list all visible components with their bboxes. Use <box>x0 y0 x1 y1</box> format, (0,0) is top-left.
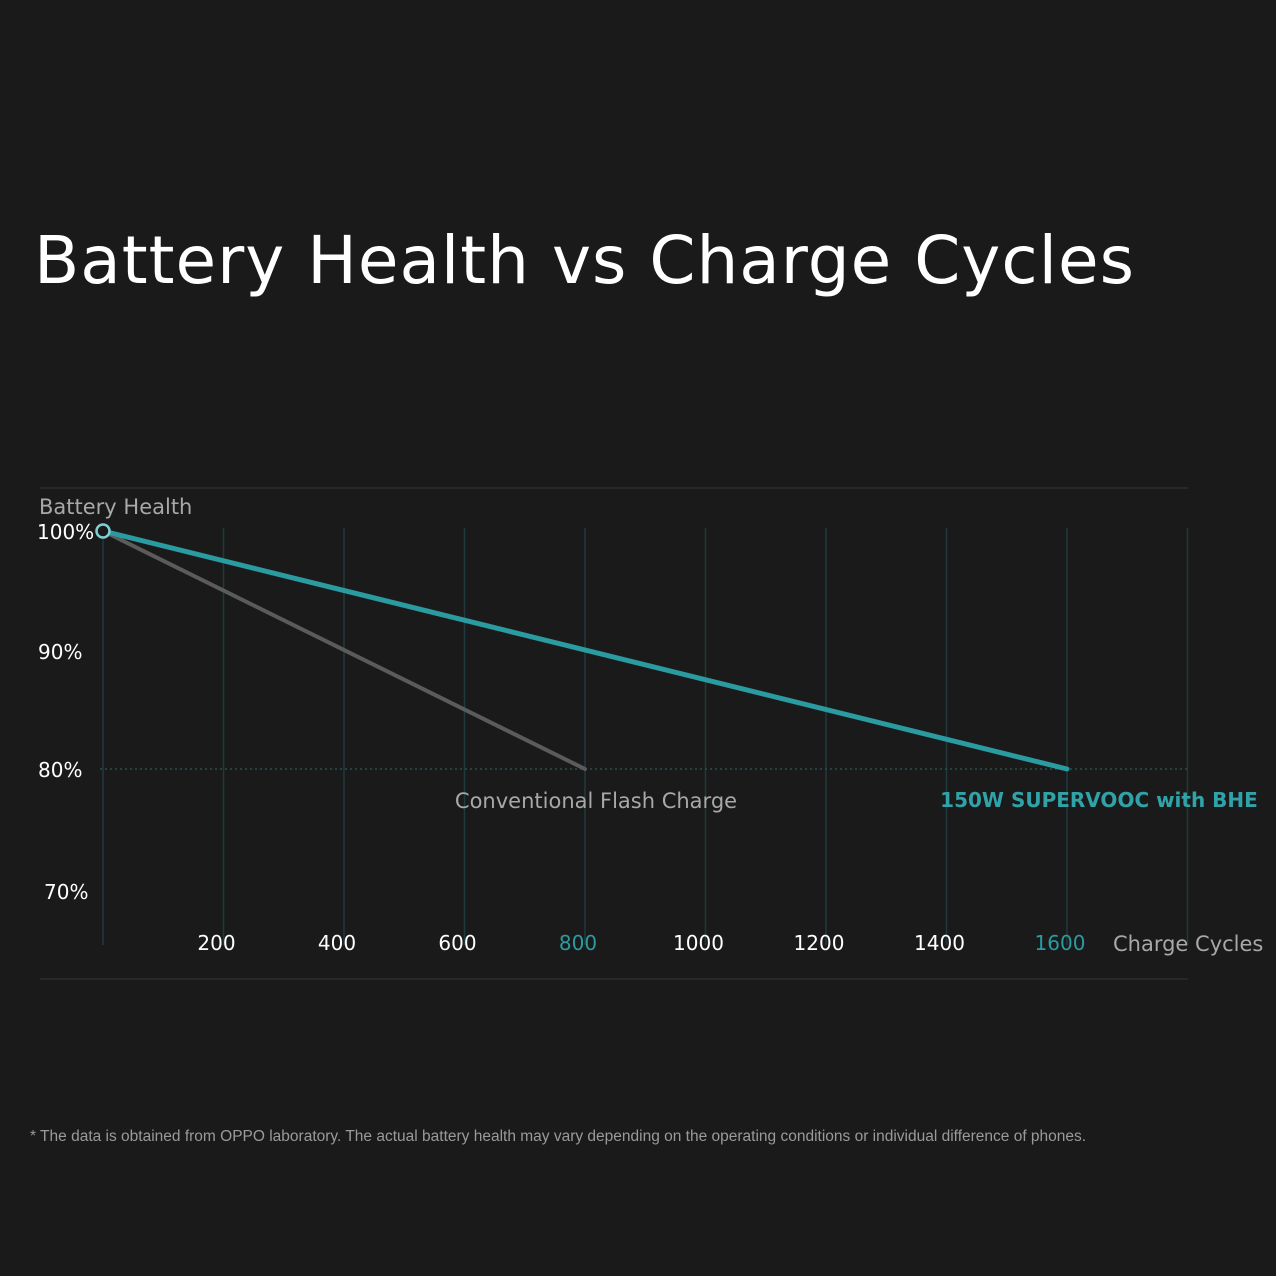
x-tick-label-1400: 1400 <box>914 931 965 955</box>
x-tick-label-1200: 1200 <box>794 931 845 955</box>
series-lines: Conventional Flash Charge 150W SUPERVOOC … <box>95 523 1258 813</box>
chart-title: Battery Health vs Charge Cycles <box>34 222 1135 299</box>
series-line-supervooc <box>100 528 1070 772</box>
series-label-supervooc: 150W SUPERVOOC with BHE <box>940 788 1258 812</box>
x-tick-label-1600: 1600 <box>1035 931 1086 955</box>
x-tick-label-800: 800 <box>559 931 597 955</box>
x-tick-label-400: 400 <box>318 931 356 955</box>
y-tick-label-70: 70% <box>44 880 88 904</box>
x-axis-title: Charge Cycles <box>1113 932 1263 956</box>
y-tick-label-80: 80% <box>38 758 82 782</box>
x-tick-label-600: 600 <box>438 931 476 955</box>
y-tick-label-100: 100% <box>37 520 94 544</box>
footnote: * The data is obtained from OPPO laborat… <box>30 1128 1087 1145</box>
start-point-marker <box>95 523 111 539</box>
gridlines <box>102 528 1189 945</box>
series-line-conventional <box>101 529 587 771</box>
x-tick-label-1000: 1000 <box>673 931 724 955</box>
x-tick-label-200: 200 <box>197 931 235 955</box>
series-label-conventional: Conventional Flash Charge <box>455 789 737 813</box>
y-tick-label-90: 90% <box>38 640 82 664</box>
y-axis-title: Battery Health <box>39 495 192 519</box>
